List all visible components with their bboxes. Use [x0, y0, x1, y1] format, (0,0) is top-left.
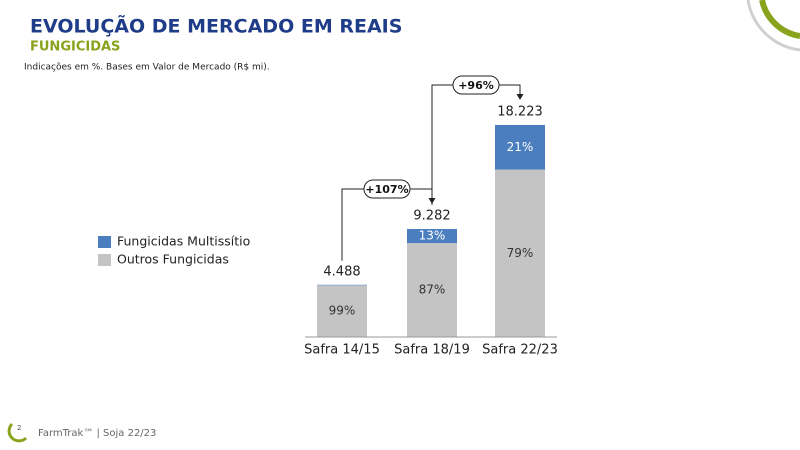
annotation-arrow	[516, 94, 524, 100]
legend-label: Outros Fungicidas	[117, 252, 229, 267]
segment-label: 87%	[419, 283, 446, 297]
annotation: +107%	[365, 183, 408, 196]
x-tick-label: Safra 14/15	[304, 343, 380, 358]
bar-segment	[317, 285, 367, 337]
x-tick-label: Safra 18/19	[394, 343, 470, 358]
x-tick-label: Safra 22/23	[482, 343, 558, 358]
bar-segment	[495, 169, 545, 337]
title: EVOLUÇÃO DE MERCADO EM REAIS	[30, 14, 402, 38]
note: Indicações em %. Bases em Valor de Merca…	[24, 63, 270, 73]
segment-label: 21%	[507, 140, 534, 154]
ornament	[746, 0, 800, 52]
segment-label: 99%	[329, 304, 356, 318]
total-label: 9.282	[413, 209, 450, 224]
legend-label: Fungicidas Multissítio	[117, 234, 250, 249]
bar-segment	[317, 284, 367, 286]
bar-segment	[407, 243, 457, 337]
bar-segment	[495, 125, 545, 170]
page-number: 2	[17, 424, 21, 432]
annotation-pill	[452, 75, 500, 95]
legend-swatch	[98, 236, 111, 248]
segment-label: 79%	[507, 246, 534, 260]
footer-icon	[7, 422, 28, 443]
ornament	[759, 0, 800, 39]
subtitle: FUNGICIDAS	[30, 40, 120, 55]
segment-label: 13%	[419, 229, 446, 243]
legend-swatch	[98, 254, 111, 266]
footer-text: FarmTrak™ | Soja 22/23	[38, 428, 156, 439]
segment-label: 1%	[332, 271, 351, 285]
annotation-pill	[363, 179, 411, 199]
total-label: 4.488	[323, 264, 360, 279]
annotation: +96%	[458, 79, 494, 92]
bar-segment	[407, 229, 457, 244]
total-label: 18.223	[497, 105, 543, 120]
